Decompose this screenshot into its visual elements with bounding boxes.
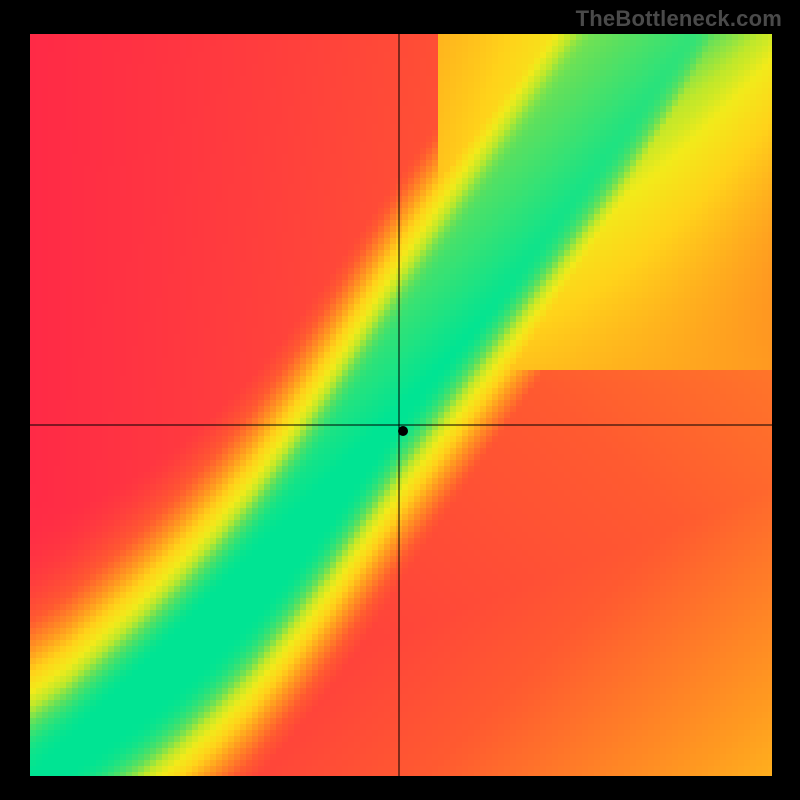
heatmap-canvas [30, 34, 772, 776]
chart-container: TheBottleneck.com [0, 0, 800, 800]
heatmap-plot [30, 34, 772, 776]
watermark-text: TheBottleneck.com [576, 6, 782, 32]
